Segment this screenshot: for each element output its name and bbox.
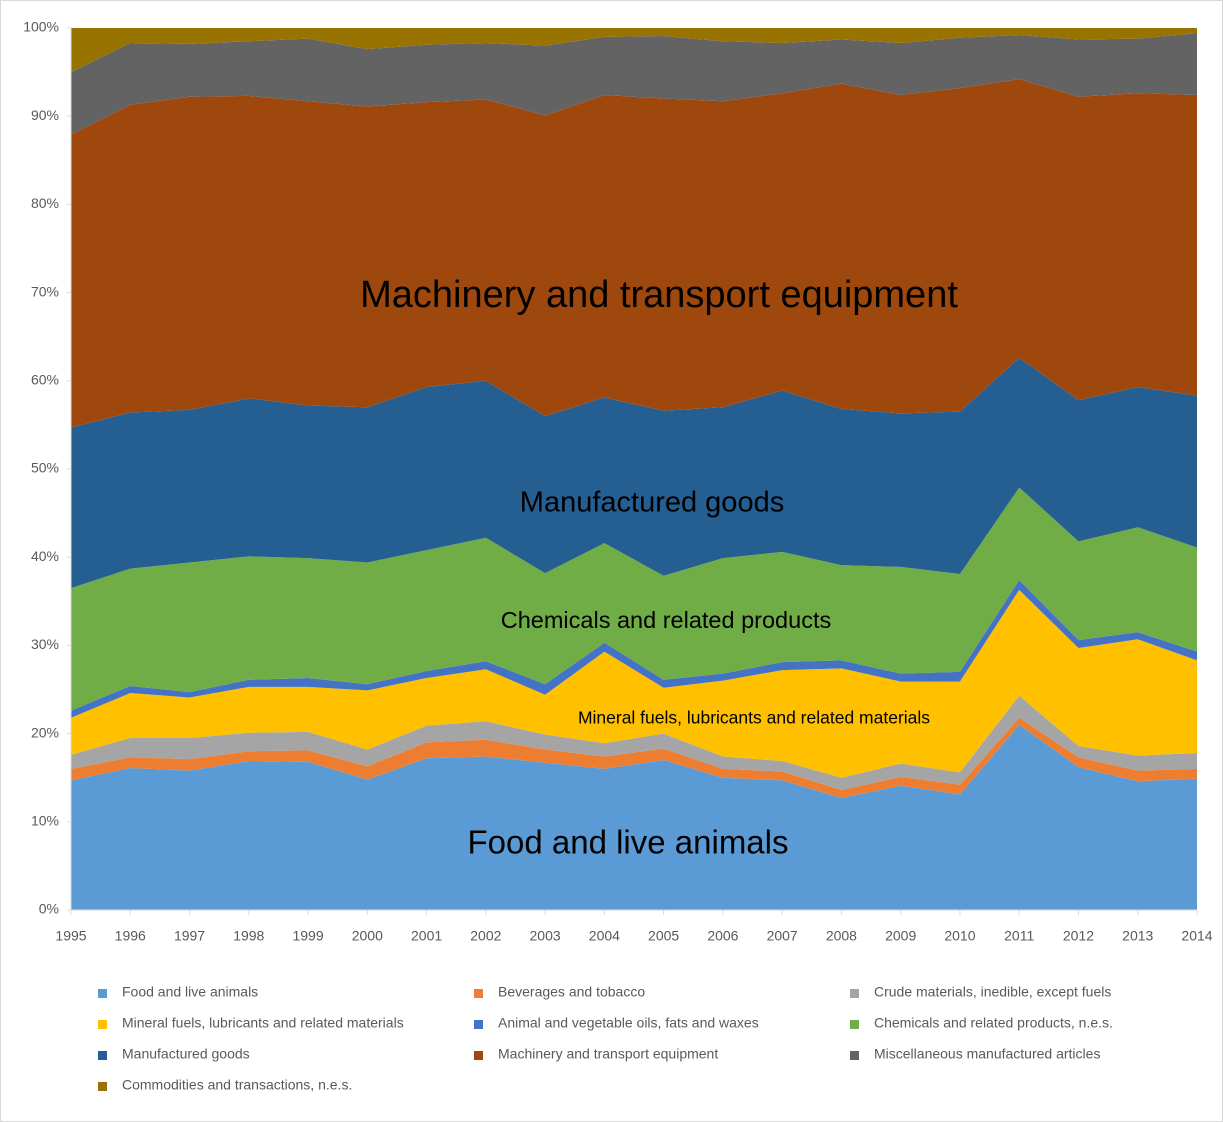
x-tick-label: 1998 [233,928,264,944]
legend-swatch [474,1020,483,1029]
area [71,33,1197,135]
y-tick-label: 60% [31,372,59,388]
annotation: Manufactured goods [520,487,784,519]
area [71,28,1197,73]
y-tick-label: 30% [31,636,59,652]
x-tick-label: 1995 [55,928,86,944]
legend-swatch [474,1051,483,1060]
x-tick-label: 2008 [826,928,857,944]
x-tick-label: 1996 [115,928,146,944]
y-tick-label: 50% [31,460,59,476]
x-tick-label: 2003 [530,928,561,944]
legend-swatch [98,1082,107,1091]
legend-label: Crude materials, inedible, except fuels [874,984,1111,1000]
x-tick-label: 2013 [1122,928,1153,944]
x-tick-label: 2011 [1004,928,1034,944]
x-tick-label: 2012 [1063,928,1094,944]
y-tick-label: 20% [31,724,59,740]
y-tick-label: 10% [31,813,59,829]
y-tick-label: 100% [23,19,59,35]
area [71,717,1197,798]
legend-swatch [98,1020,107,1029]
legend-label: Commodities and transactions, n.e.s. [122,1077,352,1093]
x-tick-label: 2006 [707,928,738,944]
legend-label: Manufactured goods [122,1046,250,1062]
legend-label: Machinery and transport equipment [498,1046,718,1062]
y-tick-label: 80% [31,195,59,211]
legend-swatch [850,989,859,998]
legend-swatch [98,1051,107,1060]
annotation: Machinery and transport equipment [360,274,958,316]
x-tick-label: 2009 [885,928,916,944]
legend-label: Miscellaneous manufactured articles [874,1046,1100,1062]
x-tick-label: 2010 [944,928,975,944]
area [71,487,1197,711]
legend-label: Chemicals and related products, n.e.s. [874,1015,1113,1031]
x-tick-label: 1997 [174,928,205,944]
y-tick-label: 70% [31,283,59,299]
legend-swatch [850,1051,859,1060]
x-tick-label: 2005 [648,928,679,944]
area [71,724,1197,910]
area [71,580,1197,718]
x-tick-label: 1999 [292,928,323,944]
legend-label: Animal and vegetable oils, fats and waxe… [498,1015,759,1031]
annotation: Food and live animals [467,824,788,861]
x-tick-label: 2004 [589,928,620,944]
x-tick-label: 2000 [352,928,383,944]
y-tick-label: 0% [39,901,59,917]
legend-label: Mineral fuels, lubricants and related ma… [122,1015,404,1031]
area [71,695,1197,791]
annotation: Chemicals and related products [501,607,831,633]
legend-label: Food and live animals [122,984,258,1000]
x-tick-label: 2014 [1181,928,1212,944]
legend-swatch [474,989,483,998]
y-tick-label: 90% [31,107,59,123]
x-tick-label: 2007 [767,928,798,944]
legend-label: Beverages and tobacco [498,984,645,1000]
x-tick-label: 2002 [470,928,501,944]
area [71,357,1197,589]
annotation: Mineral fuels, lubricants and related ma… [578,708,930,728]
legend-swatch [850,1020,859,1029]
area [71,79,1197,428]
area [71,589,1197,778]
legend-swatch [98,989,107,998]
x-tick-label: 2001 [411,928,442,944]
y-tick-label: 40% [31,548,59,564]
